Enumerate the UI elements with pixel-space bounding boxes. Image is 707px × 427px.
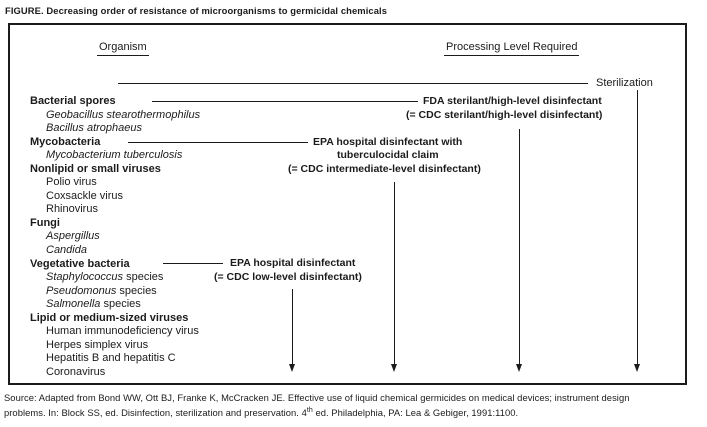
epa-intermediate-arrow-line (394, 182, 396, 364)
organism-item: Candida (46, 244, 87, 257)
source-citation-line-2: problems. In: Block SS, ed. Disinfection… (4, 407, 519, 419)
mycobacteria-connector-line (128, 142, 308, 144)
sterilization-arrowhead-icon (634, 363, 641, 372)
figure-title: FIGURE. Decreasing order of resistance o… (5, 5, 388, 16)
organism-item: Pseudomonus species (46, 284, 157, 297)
processing-label-fda-line2: (= CDC sterilant/high-level disinfectant… (406, 108, 603, 121)
fda-arrow-line (519, 129, 521, 364)
organism-item: Aspergillus (46, 230, 100, 243)
sterilization-arrow-line (637, 90, 639, 364)
organism-item: Hepatitis B and hepatitis C (46, 352, 176, 365)
processing-label-epa-intermediate-line3: (= CDC intermediate-level disinfectant) (288, 162, 481, 175)
epa-low-arrowhead-icon (289, 363, 296, 372)
bacterial-spores-connector-line (152, 101, 418, 103)
ordinal-superscript: th (306, 407, 313, 414)
organism-category: Mycobacteria (30, 135, 101, 148)
epa-low-arrow-line (292, 289, 294, 364)
organism-category: Nonlipid or small viruses (30, 162, 161, 175)
processing-label-fda-line1: FDA sterilant/high-level disinfectant (423, 95, 602, 107)
organism-category: Vegetative bacteria (30, 257, 130, 270)
organism-column-header: Organism (97, 41, 149, 56)
organism-item: Staphylococcus species (46, 271, 164, 284)
organism-item: Salmonella species (46, 298, 141, 311)
organism-item: Geobacillus stearothermophilus (46, 108, 201, 121)
processing-label-epa-low-line2: (= CDC low-level disinfectant) (214, 270, 362, 283)
processing-label-epa-low-line1: EPA hospital disinfectant (230, 257, 356, 269)
epa-intermediate-arrowhead-icon (391, 363, 398, 372)
organism-item: Herpes simplex virus (46, 338, 149, 351)
organism-item: Mycobacterium tuberculosis (46, 149, 183, 162)
organism-list: Bacterial spores Geobacillus stearotherm… (30, 95, 200, 379)
processing-label-epa-intermediate-line1: EPA hospital disinfectant with (313, 135, 463, 148)
source-citation-line-1: Source: Adapted from Bond WW, Ott BJ, Fr… (4, 392, 630, 403)
organism-category: Bacterial spores (30, 95, 116, 107)
diagram-frame (8, 23, 687, 385)
organism-item: Polio virus (46, 176, 97, 189)
organism-item: Coxsackle virus (46, 189, 124, 202)
processing-column-header: Processing Level Required (444, 41, 580, 56)
vegetative-bacteria-connector-line (163, 263, 223, 265)
organism-item: Coronavirus (46, 365, 106, 378)
organism-item: Human immunodeficiency virus (46, 325, 199, 338)
fda-arrowhead-icon (516, 363, 523, 372)
organism-item: Rhinovirus (46, 203, 98, 216)
organism-category: Fungi (30, 216, 60, 229)
organism-category: Lipid or medium-sized viruses (30, 311, 189, 324)
processing-label-epa-intermediate-line2: tuberculocidal claim (337, 149, 439, 161)
sterilization-label: Sterilization (596, 77, 653, 89)
organism-item: Bacillus atrophaeus (46, 122, 143, 135)
sterilization-connector-line (118, 83, 588, 85)
